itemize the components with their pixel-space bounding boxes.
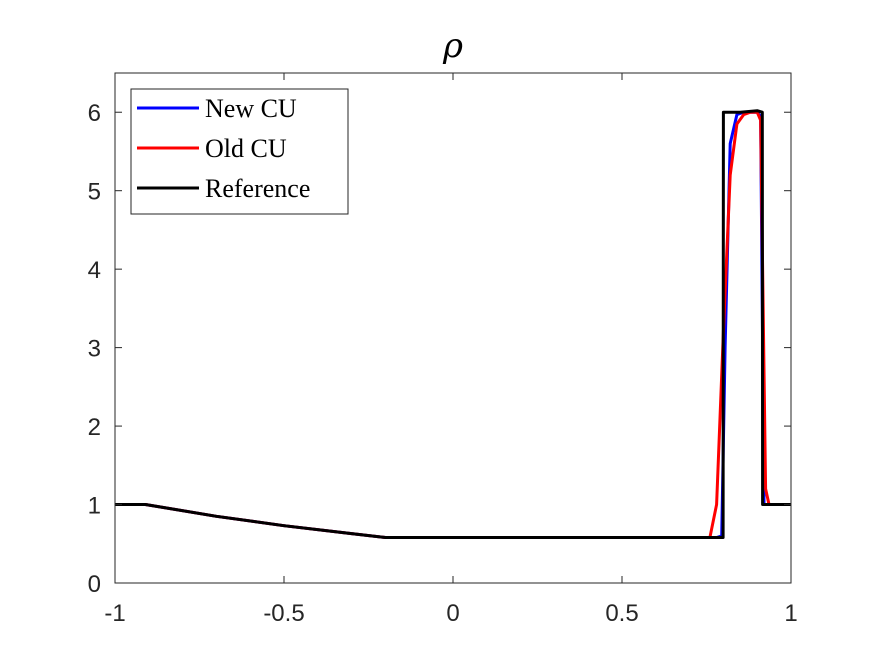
y-tick-label: 3 (88, 336, 101, 363)
x-tick-label: -0.5 (263, 600, 304, 627)
legend-label-2: Reference (205, 174, 310, 203)
y-tick-label: 2 (88, 414, 101, 441)
ticks-layer: -1 -0.5 0 0.5 1 0 1 2 3 4 5 6 (88, 73, 798, 627)
y-tick-label: 6 (88, 100, 101, 127)
y-tick-label: 5 (88, 179, 101, 206)
y-tick-label: 4 (88, 257, 101, 284)
legend-box (130, 88, 349, 215)
series-layer (115, 109, 791, 539)
legend-label-0: New CU (205, 94, 297, 123)
y-tick-label: 1 (88, 493, 101, 520)
chart-title: ρ (442, 26, 463, 66)
legend: New CU Old CU Reference (130, 88, 349, 215)
x-tick-label: -1 (104, 600, 125, 627)
x-tick-label: 1 (784, 600, 797, 627)
x-tick-label: 0.5 (605, 600, 638, 627)
series-line-2 (115, 109, 791, 539)
legend-label-1: Old CU (205, 134, 287, 163)
y-tick-label: 0 (88, 571, 101, 598)
x-tick-label: 0 (446, 600, 459, 627)
